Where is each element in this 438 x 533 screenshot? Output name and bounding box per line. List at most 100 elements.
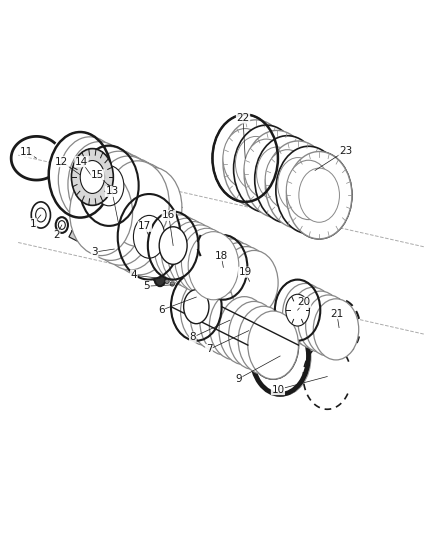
Ellipse shape	[68, 142, 131, 227]
Text: 15: 15	[91, 170, 104, 180]
Ellipse shape	[171, 272, 222, 341]
Ellipse shape	[93, 190, 144, 258]
Ellipse shape	[230, 251, 278, 315]
Ellipse shape	[248, 311, 298, 379]
Ellipse shape	[79, 175, 142, 261]
Ellipse shape	[244, 131, 310, 218]
Text: 5: 5	[144, 281, 150, 291]
Ellipse shape	[123, 167, 182, 247]
Ellipse shape	[161, 218, 212, 286]
Ellipse shape	[89, 180, 152, 265]
Ellipse shape	[99, 184, 161, 270]
Ellipse shape	[88, 150, 147, 230]
Text: 17: 17	[138, 221, 152, 231]
Polygon shape	[69, 231, 164, 284]
Text: 19: 19	[239, 267, 252, 277]
Ellipse shape	[188, 232, 239, 300]
Ellipse shape	[106, 161, 169, 246]
Ellipse shape	[299, 168, 339, 222]
Text: 12: 12	[55, 157, 68, 167]
Text: 18: 18	[215, 251, 228, 261]
Text: 1: 1	[30, 219, 37, 229]
Ellipse shape	[209, 292, 260, 360]
Ellipse shape	[105, 158, 165, 239]
Ellipse shape	[248, 311, 298, 379]
Ellipse shape	[180, 277, 231, 345]
Ellipse shape	[170, 282, 174, 286]
Ellipse shape	[286, 151, 352, 239]
Text: 20: 20	[297, 297, 311, 308]
Ellipse shape	[58, 137, 121, 222]
Text: 6: 6	[158, 305, 165, 315]
Ellipse shape	[276, 146, 341, 233]
Ellipse shape	[97, 156, 159, 241]
Text: 22: 22	[237, 113, 250, 123]
Ellipse shape	[58, 221, 65, 229]
Text: 13: 13	[106, 187, 119, 196]
Text: 21: 21	[330, 309, 343, 319]
Text: 14: 14	[75, 157, 88, 167]
Ellipse shape	[96, 154, 156, 235]
Ellipse shape	[223, 247, 270, 311]
Ellipse shape	[215, 243, 263, 308]
Ellipse shape	[118, 194, 180, 280]
Ellipse shape	[175, 225, 226, 293]
Ellipse shape	[87, 151, 150, 237]
Ellipse shape	[207, 239, 255, 303]
Ellipse shape	[56, 217, 68, 233]
Text: 4: 4	[131, 270, 137, 280]
Ellipse shape	[78, 147, 141, 232]
Ellipse shape	[283, 284, 328, 344]
Ellipse shape	[275, 280, 320, 341]
Ellipse shape	[238, 306, 289, 374]
Text: 11: 11	[20, 147, 34, 157]
Ellipse shape	[199, 235, 247, 300]
Ellipse shape	[229, 253, 271, 309]
Ellipse shape	[210, 249, 237, 285]
Ellipse shape	[154, 270, 166, 286]
Ellipse shape	[200, 287, 251, 355]
Ellipse shape	[313, 299, 359, 360]
Ellipse shape	[306, 295, 351, 356]
Ellipse shape	[106, 161, 169, 246]
Ellipse shape	[257, 147, 297, 201]
Ellipse shape	[223, 128, 268, 188]
Ellipse shape	[31, 202, 50, 228]
Ellipse shape	[79, 146, 139, 226]
Text: 23: 23	[339, 146, 352, 156]
Text: 2: 2	[53, 230, 60, 240]
Ellipse shape	[229, 302, 279, 369]
Ellipse shape	[290, 287, 336, 349]
Ellipse shape	[244, 139, 289, 198]
Ellipse shape	[108, 189, 171, 275]
Ellipse shape	[94, 166, 124, 206]
Ellipse shape	[286, 151, 352, 239]
Ellipse shape	[70, 170, 133, 256]
Ellipse shape	[223, 120, 289, 207]
Ellipse shape	[286, 294, 309, 326]
Ellipse shape	[212, 115, 278, 202]
Ellipse shape	[184, 289, 209, 324]
Ellipse shape	[278, 158, 318, 212]
Ellipse shape	[134, 215, 165, 258]
Ellipse shape	[114, 163, 173, 243]
Text: 9: 9	[235, 374, 242, 384]
Ellipse shape	[102, 201, 135, 246]
Ellipse shape	[265, 141, 331, 228]
Ellipse shape	[168, 222, 219, 289]
Ellipse shape	[71, 149, 113, 205]
Text: 7: 7	[206, 344, 212, 354]
Ellipse shape	[49, 132, 112, 217]
Ellipse shape	[190, 282, 241, 350]
Ellipse shape	[155, 215, 205, 283]
Ellipse shape	[80, 160, 105, 193]
Ellipse shape	[236, 136, 276, 191]
Text: 3: 3	[91, 247, 98, 257]
Ellipse shape	[298, 291, 343, 352]
Ellipse shape	[181, 228, 232, 296]
Ellipse shape	[219, 297, 270, 365]
Text: 8: 8	[190, 332, 196, 342]
Ellipse shape	[237, 264, 263, 299]
Ellipse shape	[159, 227, 187, 264]
Ellipse shape	[148, 212, 198, 280]
